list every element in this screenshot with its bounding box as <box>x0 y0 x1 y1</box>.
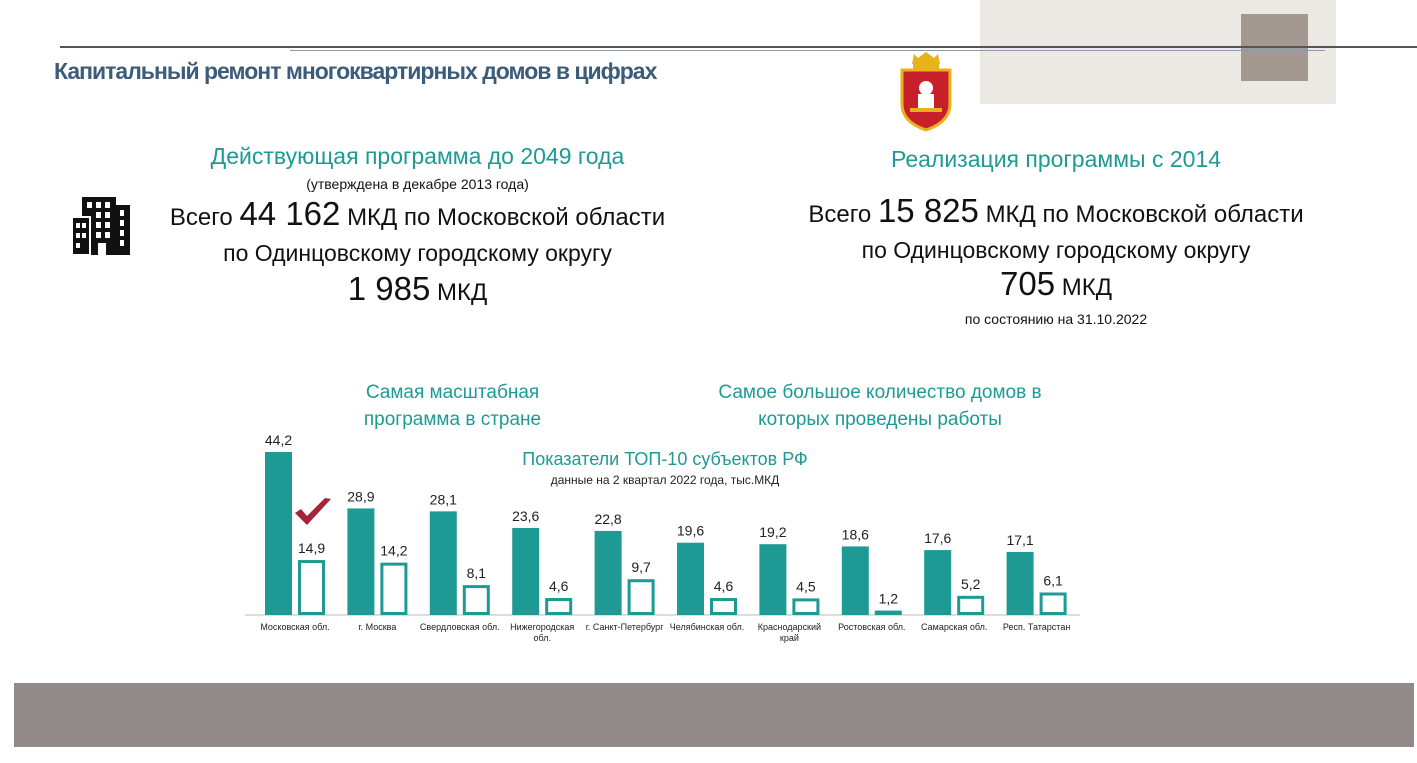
category-label: Самарская обл. <box>921 622 987 632</box>
bar-filled <box>1006 551 1034 615</box>
bar-filled <box>347 508 375 615</box>
bar-filled-value-label: 17,1 <box>1006 532 1033 548</box>
bar-filled-value-label: 28,9 <box>347 488 374 504</box>
left-total-line: Всего 44 162 МКД по Московской области <box>100 195 735 233</box>
category-label: обл. <box>533 633 551 643</box>
right-total-line: Всего 15 825 МКД по Московской области <box>760 192 1352 230</box>
bar-outline-value-label: 4,5 <box>796 578 816 594</box>
category-label: Нижегородская <box>510 622 574 632</box>
bar-outline-value-label: 5,2 <box>961 576 981 592</box>
category-label: Краснодарский <box>758 622 821 632</box>
header-rule-thin <box>290 50 1325 51</box>
category-label: г. Москва <box>358 622 396 632</box>
left-district-suffix: МКД <box>437 279 488 306</box>
category-label: Челябинская обл. <box>670 622 745 632</box>
right-heading: Реализация программы с 2014 <box>891 146 1221 172</box>
bar-outline <box>298 560 325 615</box>
top10-bar-chart: 44,2 14,9 Московская обл. 28,9 14,2 г. Москва… <box>245 432 1080 643</box>
bar-outline-value-label: 14,2 <box>380 543 407 559</box>
bar-filled-value-label: 18,6 <box>842 526 869 542</box>
bar-filled <box>677 542 704 615</box>
right-date-note: по состоянию на 31.10.2022 <box>964 311 1148 327</box>
left-district-total: 1 985 МКД <box>100 270 735 308</box>
right-district-total: 705 МКД <box>760 265 1352 303</box>
bar-filled-value-label: 22,8 <box>594 511 621 527</box>
bar-filled-value-label: 28,1 <box>430 491 457 507</box>
bar-filled-value-label: 44,2 <box>265 432 292 448</box>
right-total-number: 15 825 <box>877 192 979 229</box>
bar-outline <box>957 595 985 616</box>
right-district-suffix: МКД <box>1061 274 1112 301</box>
bar-filled-value-label: 23,6 <box>512 508 539 524</box>
bar-outline <box>545 598 573 615</box>
bar-outline <box>710 598 737 615</box>
category-label: край <box>780 633 799 643</box>
category-label: Ростовская обл. <box>838 622 905 632</box>
chart-title: Показатели ТОП-10 субъектов РФ <box>522 449 808 469</box>
footer-bar <box>14 683 1414 747</box>
bar-outline-value-label: 6,1 <box>1043 573 1063 589</box>
bar-outline <box>792 598 820 616</box>
bar-filled <box>594 530 622 615</box>
caption-largest-program: Самая масштабная программа в стране <box>363 382 542 430</box>
bar-outline <box>874 610 902 616</box>
header-rule <box>60 46 1417 48</box>
bar-outline-value-label: 14,9 <box>298 540 325 556</box>
bar-outline-value-label: 4,6 <box>549 578 569 594</box>
building-icon <box>71 197 130 255</box>
bar-outline-value-label: 1,2 <box>879 591 899 607</box>
bar-outline-value-label: 9,7 <box>631 559 651 575</box>
bar-outline <box>1039 592 1067 616</box>
bar-outline <box>380 562 408 615</box>
moscow-oblast-coat-of-arms-icon <box>900 52 952 132</box>
category-label: г. Санкт-Петербург <box>586 622 664 632</box>
left-total-prefix: Всего <box>169 204 233 231</box>
right-district-line: по Одинцовскому городскому округу <box>861 237 1251 263</box>
bar-filled <box>429 511 457 615</box>
bar-filled <box>759 544 787 615</box>
bar-filled <box>265 452 292 615</box>
bar-filled <box>841 546 869 615</box>
bar-outline <box>627 579 655 615</box>
left-district-line: по Одинцовскому городскому округу <box>223 240 612 266</box>
category-label: Свердловская обл. <box>420 622 500 632</box>
left-total-number: 44 162 <box>239 195 341 232</box>
caption-most-houses: Самое большое количество домов в которых… <box>718 382 1042 430</box>
left-district-number: 1 985 <box>347 270 431 307</box>
bar-outline-value-label: 4,6 <box>714 578 734 594</box>
bar-outline <box>462 585 490 615</box>
right-total-prefix: Всего <box>808 201 872 228</box>
left-subheading: (утверждена в декабре 2013 года) <box>306 176 529 192</box>
bar-filled-value-label: 17,6 <box>924 530 951 546</box>
bar-filled <box>924 550 952 615</box>
bar-filled-value-label: 19,6 <box>677 523 704 539</box>
category-label: Респ. Татарстан <box>1003 622 1070 632</box>
left-total-suffix: МКД по Московской области <box>347 204 666 231</box>
right-district-number: 705 <box>1000 265 1056 302</box>
bar-outline-value-label: 8,1 <box>467 565 487 581</box>
right-total-suffix: МКД по Московской области <box>985 201 1304 228</box>
chart-subtitle: данные на 2 квартал 2022 года, тыс.МКД <box>550 473 780 487</box>
bar-filled-value-label: 19,2 <box>759 524 786 540</box>
bar-filled <box>512 527 540 615</box>
category-label: Московская обл. <box>260 622 329 632</box>
page-title: Капитальный ремонт многоквартирных домов… <box>54 58 657 84</box>
left-heading: Действующая программа до 2049 года <box>210 143 625 169</box>
checkmark-icon <box>295 498 331 525</box>
